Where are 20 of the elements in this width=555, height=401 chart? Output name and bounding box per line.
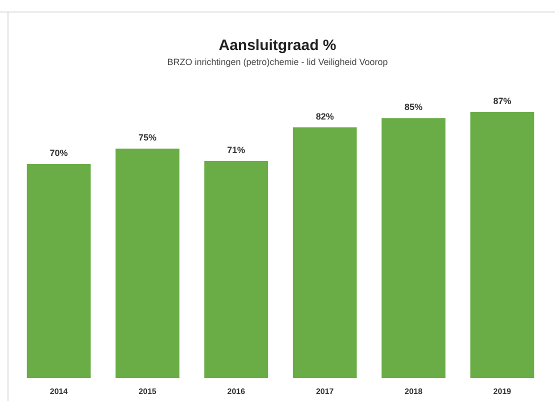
bar [470, 112, 534, 378]
x-tick-label: 2014 [50, 387, 68, 396]
data-label: 70% [50, 148, 68, 158]
x-tick-label: 2016 [227, 387, 246, 396]
x-tick-label: 2018 [404, 387, 423, 396]
data-label: 75% [138, 132, 156, 143]
data-label: 85% [404, 102, 423, 112]
data-label: 87% [493, 96, 512, 106]
x-tick-label: 2017 [316, 387, 334, 396]
chart-subtitle: BRZO inrichtingen (petro)chemie - lid Veiligheid Voorop [167, 57, 388, 67]
bar [116, 148, 180, 378]
x-tick-label: 2019 [493, 387, 512, 396]
data-label: 71% [227, 144, 246, 155]
x-tick-label: 2015 [138, 387, 157, 396]
bar [292, 127, 357, 378]
bar [204, 160, 268, 378]
data-label: 82% [316, 111, 334, 122]
chart-title: Aansluitgraad % [218, 37, 336, 54]
bar [26, 164, 91, 378]
bar [382, 118, 446, 378]
